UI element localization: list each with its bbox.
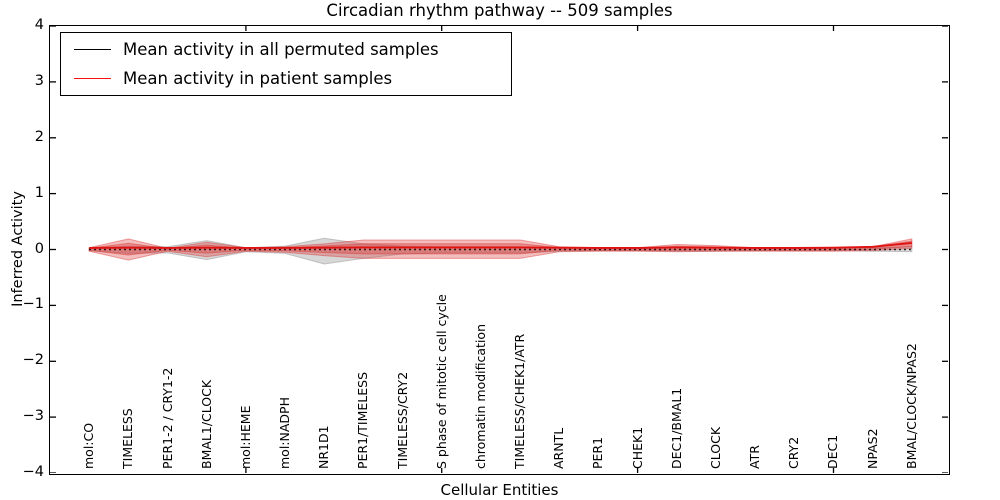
x-category-label: CLOCK bbox=[707, 426, 723, 469]
x-category-label: TIMELESS/CHEK1/ATR bbox=[512, 333, 528, 469]
x-axis-label: Cellular Entities bbox=[440, 481, 559, 499]
x-category-label: mol:CO bbox=[81, 422, 97, 469]
x-category-label: NR1D1 bbox=[316, 425, 332, 469]
x-category-label: ARNTL bbox=[551, 427, 567, 469]
chart-title: Circadian rhythm pathway -- 509 samples bbox=[326, 1, 673, 20]
line-patient-mean bbox=[89, 241, 912, 249]
x-category-label: mol:HEME bbox=[237, 405, 253, 470]
plot-svg bbox=[50, 26, 948, 473]
x-category-label: S phase of mitotic cell cycle bbox=[433, 294, 449, 469]
x-category-label: ATR bbox=[747, 445, 763, 469]
y-tick-label: 2 bbox=[34, 128, 44, 145]
y-tick-label: 3 bbox=[34, 72, 44, 89]
x-category-label: TIMELESS bbox=[120, 408, 136, 469]
x-category-label: CHEK1 bbox=[629, 426, 645, 469]
y-tick-label: −4 bbox=[22, 464, 44, 480]
legend-label: Mean activity in all permuted samples bbox=[123, 40, 439, 59]
x-category-label: PER1/TIMELESS bbox=[355, 371, 371, 469]
x-category-label: PER1-2 / CRY1-2 bbox=[159, 367, 175, 469]
x-category-label: BMAL1/CLOCK bbox=[198, 379, 214, 469]
x-category-label: CRY2 bbox=[786, 436, 802, 469]
x-category-label: TIMELESS/CRY2 bbox=[394, 371, 410, 469]
y-tick-label: −3 bbox=[22, 408, 44, 425]
y-tick-label: −1 bbox=[22, 296, 44, 313]
x-category-label: DEC1 bbox=[825, 434, 841, 469]
y-tick-label: −2 bbox=[22, 352, 44, 369]
y-tick-label: 4 bbox=[34, 17, 44, 33]
legend-entry-permuted: Mean activity in all permuted samples bbox=[61, 37, 511, 62]
y-tick-label: 1 bbox=[34, 184, 44, 201]
x-category-label: BMAL/CLOCK/NPAS2 bbox=[903, 343, 919, 469]
band-permuted-samples-spread bbox=[88, 237, 913, 265]
x-category-label: mol:NADPH bbox=[277, 397, 293, 469]
x-category-label: DEC1/BMAL1 bbox=[668, 387, 684, 469]
x-category-label: NPAS2 bbox=[864, 428, 880, 469]
x-category-label: PER1 bbox=[590, 436, 606, 469]
plot-area bbox=[49, 25, 950, 475]
legend-box: Mean activity in all permuted samples Me… bbox=[60, 32, 512, 96]
x-category-label: chromatin modification bbox=[472, 324, 488, 469]
y-tick-label: 0 bbox=[34, 240, 44, 257]
legend-label: Mean activity in patient samples bbox=[123, 69, 393, 88]
legend-entry-patient: Mean activity in patient samples bbox=[61, 66, 511, 91]
legend-line-sample-black bbox=[61, 49, 123, 50]
legend-line-sample-red bbox=[61, 78, 123, 79]
